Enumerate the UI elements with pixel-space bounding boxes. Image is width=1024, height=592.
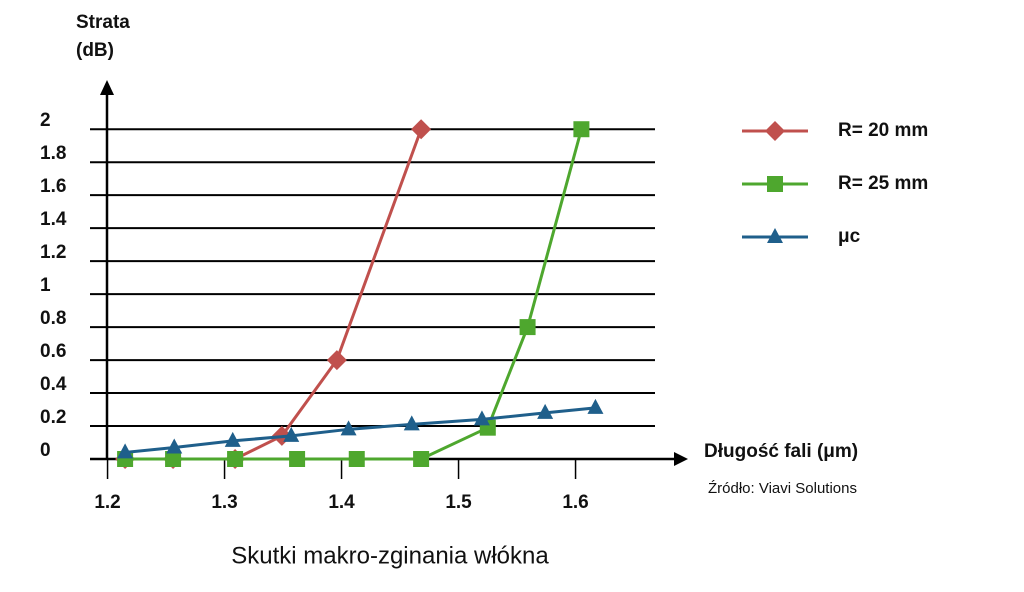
- marker: [413, 451, 430, 467]
- x-tick-label: 1.3: [211, 492, 237, 513]
- marker: [326, 350, 347, 371]
- marker: [765, 121, 785, 141]
- y-label: (dB): [76, 40, 114, 61]
- x-tick-label: 1.5: [445, 492, 472, 513]
- marker: [411, 119, 432, 140]
- marker: [573, 121, 590, 138]
- marker: [165, 451, 182, 467]
- marker: [537, 403, 554, 419]
- x-tick-label: 1.6: [562, 492, 588, 513]
- x-label: Długość fali (μm): [704, 441, 858, 462]
- y-tick-label: 0.8: [40, 308, 66, 329]
- marker: [166, 438, 183, 454]
- series-line: [124, 406, 596, 454]
- marker: [587, 398, 604, 414]
- marker: [519, 319, 536, 336]
- legend-label: R= 25 mm: [838, 173, 928, 194]
- y-tick-label: 2: [40, 110, 51, 131]
- marker: [473, 410, 490, 426]
- y-tick-label: 0.6: [40, 341, 66, 362]
- y-tick-label: 1.4: [40, 209, 67, 230]
- x-arrow: [674, 452, 688, 466]
- marker: [403, 415, 420, 431]
- y-tick-label: 1.8: [40, 143, 66, 164]
- y-tick-label: 0.2: [40, 407, 66, 428]
- legend-label: R= 20 mm: [838, 120, 928, 141]
- legend-label: μc: [838, 226, 861, 247]
- x-tick-label: 1.4: [328, 492, 355, 513]
- caption: Skutki makro-zginania włókna: [231, 542, 549, 569]
- marker: [227, 451, 244, 467]
- y-tick-label: 0.4: [40, 374, 67, 395]
- marker: [767, 176, 783, 192]
- y-tick-label: 1.2: [40, 242, 66, 263]
- y-tick-label: 0: [40, 440, 51, 461]
- y-arrow: [100, 80, 114, 95]
- marker: [348, 451, 365, 467]
- y-label: Strata: [76, 12, 130, 33]
- marker: [340, 420, 357, 436]
- source: Źródło: Viavi Solutions: [708, 480, 857, 497]
- marker: [289, 451, 306, 467]
- y-tick-label: 1.6: [40, 176, 66, 197]
- marker: [283, 426, 300, 442]
- marker: [224, 431, 241, 447]
- marker: [767, 228, 783, 243]
- y-tick-label: 1: [40, 275, 51, 296]
- x-tick-label: 1.2: [94, 492, 120, 513]
- marker: [117, 443, 134, 459]
